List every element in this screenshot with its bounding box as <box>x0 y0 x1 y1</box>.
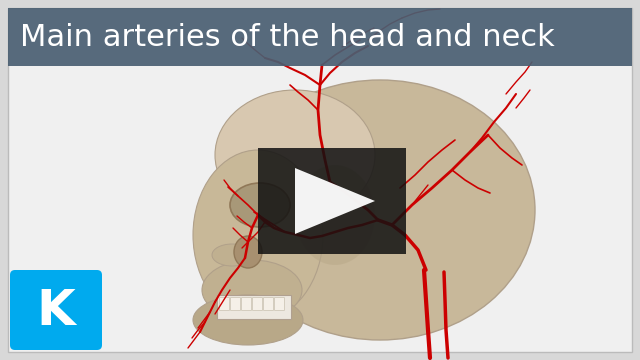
Ellipse shape <box>202 260 302 320</box>
Polygon shape <box>295 168 375 234</box>
FancyBboxPatch shape <box>264 297 273 310</box>
Ellipse shape <box>230 183 290 227</box>
Ellipse shape <box>234 236 262 268</box>
Text: K: K <box>36 287 76 335</box>
FancyBboxPatch shape <box>10 270 102 350</box>
FancyBboxPatch shape <box>220 297 230 310</box>
FancyBboxPatch shape <box>241 297 252 310</box>
Ellipse shape <box>193 295 303 345</box>
FancyBboxPatch shape <box>253 297 262 310</box>
FancyBboxPatch shape <box>217 295 291 319</box>
Ellipse shape <box>215 90 375 220</box>
Ellipse shape <box>225 80 535 340</box>
Ellipse shape <box>295 165 375 265</box>
FancyBboxPatch shape <box>8 8 632 66</box>
FancyBboxPatch shape <box>258 148 406 254</box>
Ellipse shape <box>212 244 252 266</box>
FancyBboxPatch shape <box>8 8 632 352</box>
FancyBboxPatch shape <box>275 297 285 310</box>
Text: Main arteries of the head and neck: Main arteries of the head and neck <box>20 23 555 53</box>
FancyBboxPatch shape <box>230 297 241 310</box>
Ellipse shape <box>193 150 323 320</box>
